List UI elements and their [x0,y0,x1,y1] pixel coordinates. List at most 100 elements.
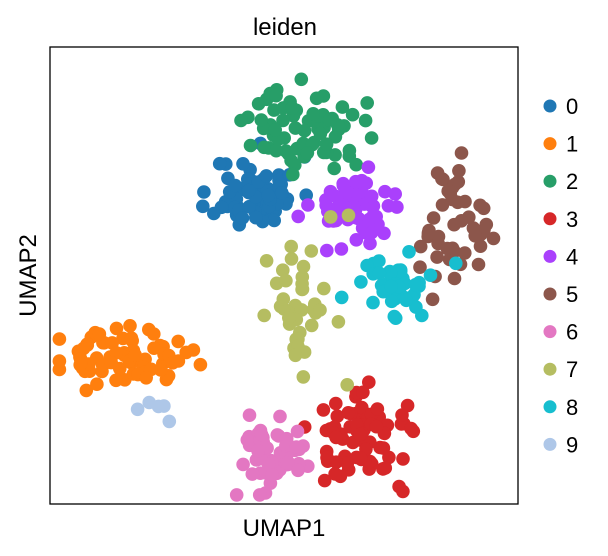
cluster-5-point [440,241,455,256]
cluster-2-point [309,91,324,106]
cluster-5-point [413,260,427,275]
cluster-7-point [323,210,338,224]
legend-marker-9 [543,437,557,451]
cluster-7-point [304,318,319,333]
cluster-5-point [430,250,444,264]
cluster-2-point [269,143,284,158]
cluster-7-point [295,282,309,297]
cluster-0-point [207,206,221,221]
cluster-3-point [400,398,415,413]
cluster-5-point [421,226,436,240]
cluster-3-point [329,430,343,445]
cluster-5-point [468,229,483,243]
cluster-7-point [276,292,291,306]
legend-item-7: 7 [543,357,578,382]
cluster-9-point [142,395,156,410]
cluster-5-point [445,192,460,207]
cluster-0-point [196,199,210,214]
cluster-2-point [285,101,300,115]
cluster-2-point [360,96,375,110]
cluster-6-point [245,467,260,481]
cluster-8-point [384,279,398,294]
cluster-1-point [92,327,107,341]
cluster-4-points [291,160,404,258]
cluster-6-point [229,488,244,502]
cluster-3-point [328,467,342,481]
legend-marker-8 [543,400,557,414]
cluster-4-point [378,184,392,199]
cluster-0-point [197,185,211,199]
legend-marker-0 [543,99,557,113]
legend-label-3: 3 [566,207,578,232]
cluster-8-point [408,277,423,292]
cluster-7-point [341,208,356,223]
cluster-6-point [240,433,255,447]
cluster-5-point [426,211,441,225]
cluster-5-point [473,239,488,253]
cluster-1-point [171,334,185,349]
cluster-1-point [147,341,161,356]
cluster-1-point [73,357,88,371]
cluster-3-point [329,396,343,411]
cluster-0-point [249,210,263,225]
legend-item-0: 0 [543,94,578,119]
cluster-2-point [268,123,283,137]
cluster-6-point [254,427,269,442]
legend-marker-7 [543,362,557,376]
cluster-0-point [259,169,274,183]
cluster-6-point [242,408,257,423]
legend-label-5: 5 [566,282,578,307]
cluster-5-point [425,292,440,307]
cluster-2-point [335,100,350,114]
cluster-9-point [162,414,177,429]
cluster-7-point [279,273,293,288]
legend-label-6: 6 [566,320,578,345]
cluster-1-point [179,345,193,360]
cluster-2-point [234,113,248,128]
legend-marker-1 [543,137,557,151]
legend-marker-5 [543,287,557,301]
cluster-3-point [355,400,369,415]
cluster-6-point [290,424,305,439]
cluster-9-point [130,402,145,417]
cluster-2-point [345,107,360,122]
legend-label-9: 9 [566,432,578,457]
cluster-3-points [297,375,421,499]
cluster-5-point [451,175,466,189]
cluster-1-point [90,377,104,392]
cluster-0-point [275,186,289,200]
cluster-2-point [364,131,379,145]
cluster-8-point [334,290,349,305]
cluster-4-point [361,160,376,174]
cluster-0-point [236,157,250,171]
cluster-5-point [454,146,469,160]
cluster-8-point [409,300,423,314]
cluster-1-point [52,354,67,368]
cluster-3-point [396,484,410,499]
cluster-2-point [257,140,271,155]
cluster-5-point [413,239,428,254]
cluster-8-point [387,309,402,324]
cluster-2-point [286,167,300,182]
cluster-4-point [364,225,379,240]
legend: 0 1 2 3 4 5 6 7 8 9 [543,94,578,457]
cluster-8-point [423,268,438,283]
legend-item-6: 6 [543,320,578,345]
cluster-2-point [349,157,364,172]
cluster-1-points [52,319,208,398]
cluster-8-point [354,275,368,289]
cluster-1-point [193,357,208,372]
cluster-1-point [123,319,137,333]
cluster-0-point [212,156,227,171]
cluster-7-point [313,303,327,317]
cluster-2-point [322,113,337,127]
cluster-2-point [269,88,283,103]
cluster-4-point [301,198,315,212]
cluster-3-point [369,419,384,434]
cluster-5-point [447,271,462,286]
cluster-1-point [139,371,153,385]
cluster-1-point [171,354,186,368]
cluster-1-point [147,327,161,341]
cluster-6-points [229,408,315,502]
cluster-5-point [430,166,445,180]
